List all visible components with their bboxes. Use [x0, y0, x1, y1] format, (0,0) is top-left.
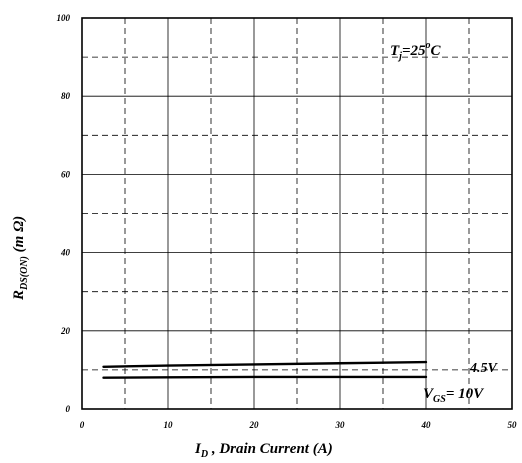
series-line-0 [102, 360, 428, 368]
y-tick-label-60: 60 [61, 169, 71, 179]
y-tick-label-100: 100 [57, 13, 71, 23]
temperature-annotation: Tj=25oC [390, 40, 442, 62]
y-tick-label-80: 80 [61, 91, 71, 101]
y-tick-label-40: 40 [60, 248, 71, 258]
series-label-4v5: 4.5V [469, 361, 499, 376]
series-line-1 [102, 375, 428, 379]
tick-labels: 0 10 20 30 40 50 0 20 40 60 80 100 [57, 13, 518, 430]
x-tick-label-40: 40 [421, 420, 432, 430]
x-tick-label-10: 10 [164, 420, 174, 430]
y-tick-label-0: 0 [66, 404, 71, 414]
series-lines [102, 360, 428, 379]
x-axis-label: ID , Drain Current (A) [194, 441, 333, 460]
y-axis-label: RDS(ON) (m Ω) [11, 216, 30, 301]
x-tick-label-30: 30 [335, 420, 346, 430]
grid [82, 18, 512, 409]
x-tick-label-0: 0 [80, 420, 85, 430]
x-tick-label-20: 20 [249, 420, 260, 430]
x-tick-label-50: 50 [508, 420, 518, 430]
y-tick-label-20: 20 [60, 326, 71, 336]
plot-frame [81, 17, 513, 410]
series-label-vgs-10v: VGS= 10V [423, 386, 485, 405]
